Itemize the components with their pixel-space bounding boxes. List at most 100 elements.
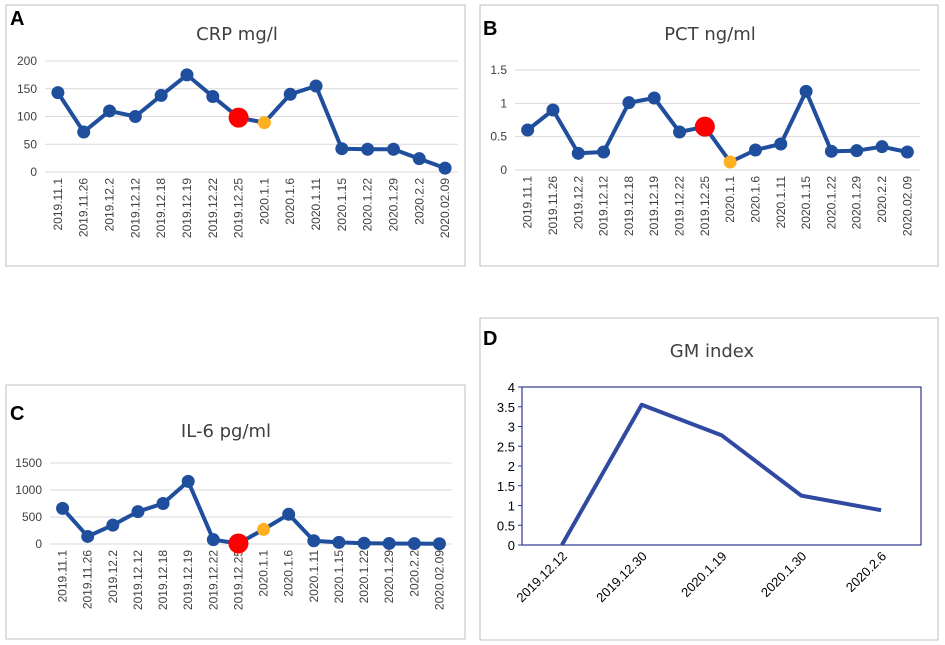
x-tick-label: 2019.12.12	[597, 176, 611, 236]
y-tick-label: 500	[22, 510, 42, 524]
data-point	[361, 142, 375, 156]
x-tick-label: 2020.1.22	[824, 176, 838, 230]
x-tick-label: 2020.1.1	[257, 178, 271, 225]
x-tick-label: 2020.1.22	[361, 178, 375, 232]
y-tick-label: 50	[24, 137, 38, 151]
data-point	[357, 536, 371, 550]
x-tick-label: 2020.1.1	[723, 176, 737, 223]
y-tick-label: 3	[508, 420, 515, 435]
y-tick-label: 2.5	[497, 439, 515, 454]
chart-title-il6: IL-6 pg/ml	[181, 421, 271, 442]
y-tick-label: 1	[508, 499, 515, 514]
data-point	[597, 145, 611, 159]
chart-panel-il6: C IL-6 pg/ml 0 500 1000 1500 2019.11.1 2019.1…	[5, 384, 466, 640]
chart-title-pct: PCT ng/ml	[664, 24, 756, 45]
x-tick-label: 2020.02.09	[438, 178, 452, 238]
data-point	[875, 140, 889, 154]
x-tick-label: 2019.12.18	[622, 176, 636, 236]
y-tick-label: 200	[17, 54, 37, 68]
x-tick-label: 2019.11.1	[521, 176, 535, 229]
panel-frame	[5, 384, 466, 640]
plot-area-pct: 0 0.5 1 1.5 2019.11.1 2019.11.26 2019.12.2 2019…	[490, 63, 920, 236]
y-tick-label: 1.5	[490, 63, 507, 77]
data-point	[546, 103, 560, 117]
data-point	[412, 152, 426, 166]
x-tick-label: 2020.02.09	[900, 176, 914, 236]
data-point	[386, 142, 400, 156]
plot-area-crp: 0 50 100 150 200 2019.11.1 2019.11.26 2019.12.2…	[17, 54, 458, 238]
y-tick-label: 0	[35, 537, 42, 551]
data-point	[309, 79, 323, 93]
panel-label-d: D	[483, 328, 497, 350]
data-point-highlight-red	[694, 116, 715, 137]
x-tick-label: 2019.12.22	[206, 178, 220, 238]
x-tick-label: 2019.12.22	[206, 550, 220, 610]
x-tick-label: 2020.1.1	[257, 550, 271, 597]
x-tick-label: 2019.12.22	[673, 176, 687, 236]
data-point-highlight-red	[228, 533, 249, 554]
y-tick-label: 1.5	[497, 479, 515, 494]
data-point	[824, 144, 838, 158]
chart-panel-pct: B PCT ng/ml 0 0.5 1 1.5 2019.11.1 2019.11.26 2…	[479, 4, 939, 267]
x-tick-label: 2020.2.2	[412, 178, 426, 225]
x-tick-label: 2019.12.25	[231, 550, 245, 610]
x-tick-label: 2020.1.6	[282, 550, 296, 597]
y-tick-label: 1	[500, 96, 507, 110]
x-tick-label: 2019.12.2	[571, 176, 585, 230]
x-tick-label: 2019.12.18	[156, 550, 170, 610]
x-tick-label: 2019.12.19	[181, 550, 195, 610]
x-tick-label: 2020.1.22	[357, 550, 371, 604]
chart-title-crp: CRP mg/l	[196, 24, 278, 45]
data-point	[647, 91, 661, 105]
series-line	[560, 402, 882, 546]
data-point	[900, 145, 914, 159]
x-tick-label: 2020.1.29	[386, 178, 400, 232]
x-tick-label: 2020.1.11	[307, 550, 321, 603]
data-point	[206, 90, 220, 104]
data-point	[332, 535, 346, 549]
series-line	[526, 89, 908, 164]
data-point	[282, 507, 296, 521]
x-tick-label: 2020.1.29	[850, 176, 864, 230]
y-tick-label: 3.5	[497, 400, 515, 415]
data-point	[181, 474, 195, 488]
data-point	[407, 537, 421, 551]
data-point-highlight-red	[228, 107, 249, 128]
data-point	[432, 537, 446, 551]
x-tick-label: 2019.12.25	[698, 176, 712, 236]
data-point	[103, 104, 117, 118]
panel-label-b: B	[483, 18, 497, 40]
x-tick-label: 2020.1.15	[332, 550, 346, 604]
data-point	[850, 144, 864, 158]
x-tick-label: 2020.2.2	[407, 550, 421, 597]
data-point	[673, 125, 687, 139]
y-tick-label: 0	[500, 163, 507, 177]
data-point	[128, 110, 142, 123]
y-tick-label: 0	[30, 165, 37, 179]
data-point	[335, 142, 349, 156]
data-point	[206, 533, 220, 547]
x-tick-label: 2020.2.2	[875, 176, 889, 223]
plot-area-il6: 0 500 1000 1500 2019.11.1 2019.11.26 2019.12.2…	[15, 456, 452, 610]
y-tick-label: 2	[508, 459, 515, 474]
series-line	[56, 72, 446, 170]
data-point	[106, 518, 120, 532]
x-tick-label: 2020.1.15	[799, 176, 813, 230]
data-point	[307, 534, 321, 548]
data-point	[774, 137, 788, 151]
x-tick-label: 2019.11.1	[56, 550, 70, 603]
panel-label-c: C	[10, 403, 24, 425]
data-point-highlight-orange	[723, 155, 737, 169]
x-tick-label: 2020.1.15	[335, 178, 349, 232]
y-tick-label: 150	[17, 82, 37, 96]
data-point	[521, 123, 535, 137]
data-point	[56, 501, 70, 515]
x-tick-label: 2019.11.1	[51, 178, 65, 231]
x-tick-label: 2019.12.18	[154, 178, 168, 238]
x-tick-label: 2020.1.6	[283, 178, 297, 225]
y-tick-label: 1000	[15, 483, 42, 497]
panel-frame	[479, 317, 939, 641]
chart-panel-crp: A CRP mg/l 0 50 100 150 200 2019.11.1 2019.11.…	[5, 4, 466, 267]
